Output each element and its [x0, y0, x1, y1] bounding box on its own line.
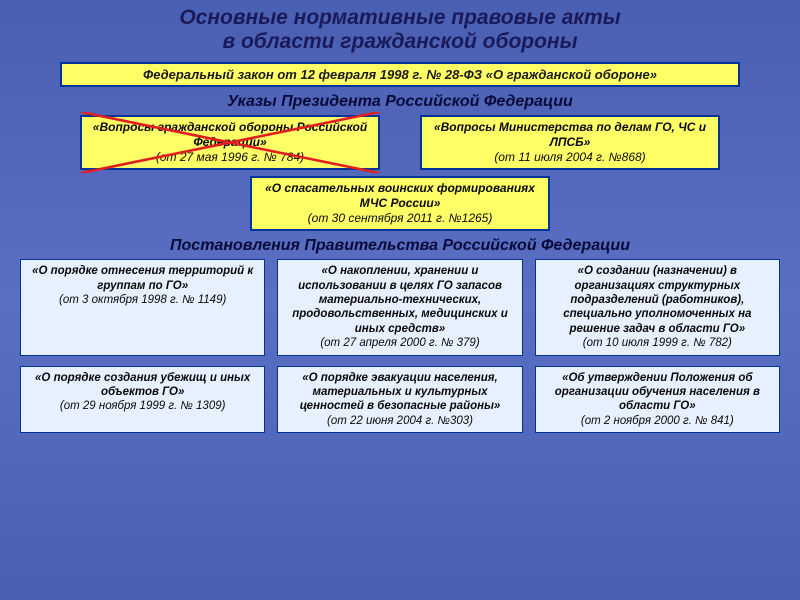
res-5-date: (от 22 июня 2004 г. №303) [284, 414, 515, 428]
res-2-title: «О накоплении, хранении и использовании … [284, 264, 515, 336]
resolution-box-4: «О порядке создания убежищ и иных объект… [20, 366, 265, 434]
resolution-box-5: «О порядке эвакуации населения, материал… [277, 366, 522, 434]
resolution-box-2: «О накоплении, хранении и использовании … [277, 259, 522, 355]
res-5-title: «О порядке эвакуации населения, материал… [284, 371, 515, 414]
decree-1-date: (от 27 мая 1996 г. № 784) [90, 150, 370, 165]
decrees-row-2: «О спасательных воинских формированиях М… [0, 176, 800, 231]
res-1-title: «О порядке отнесения территорий к группа… [27, 264, 258, 293]
resolutions-row-1: «О порядке отнесения территорий к группа… [20, 259, 780, 355]
res-4-title: «О порядке создания убежищ и иных объект… [27, 371, 258, 400]
resolution-box-3: «О создании (назначении) в организациях … [535, 259, 780, 355]
title-line-1: Основные нормативные правовые акты [20, 6, 780, 30]
federal-law-box: Федеральный закон от 12 февраля 1998 г. … [60, 62, 740, 87]
resolution-box-1: «О порядке отнесения территорий к группа… [20, 259, 265, 355]
decree-box-1: «Вопросы гражданской обороны Российской … [80, 115, 380, 170]
res-3-date: (от 10 июля 1999 г. № 782) [542, 336, 773, 350]
res-2-date: (от 27 апреля 2000 г. № 379) [284, 336, 515, 350]
decree-1-title: «Вопросы гражданской обороны Российской … [90, 120, 370, 150]
decree-2-title: «Вопросы Министерства по делам ГО, ЧС и … [430, 120, 710, 150]
res-6-date: (от 2 ноября 2000 г. № 841) [542, 414, 773, 428]
title-line-2: в области гражданской обороны [20, 30, 780, 54]
res-4-date: (от 29 ноября 1999 г. № 1309) [27, 399, 258, 413]
res-3-title: «О создании (назначении) в организациях … [542, 264, 773, 336]
page-title: Основные нормативные правовые акты в обл… [0, 0, 800, 58]
resolutions-title: Постановления Правительства Российской Ф… [0, 237, 800, 255]
federal-law-text: Федеральный закон от 12 февраля 1998 г. … [143, 67, 657, 82]
res-1-date: (от 3 октября 1998 г. № 1149) [27, 293, 258, 307]
decrees-row-1: «Вопросы гражданской обороны Российской … [20, 115, 780, 170]
decree-box-2: «Вопросы Министерства по делам ГО, ЧС и … [420, 115, 720, 170]
decrees-title: Указы Президента Российской Федерации [0, 93, 800, 111]
decree-3-date: (от 30 сентября 2011 г. №1265) [260, 211, 540, 226]
res-6-title: «Об утверждении Положения об организации… [542, 371, 773, 414]
decree-3-title: «О спасательных воинских формированиях М… [260, 181, 540, 211]
decree-2-date: (от 11 июля 2004 г. №868) [430, 150, 710, 165]
decree-box-3: «О спасательных воинских формированиях М… [250, 176, 550, 231]
resolution-box-6: «Об утверждении Положения об организации… [535, 366, 780, 434]
resolutions-row-2: «О порядке создания убежищ и иных объект… [20, 366, 780, 434]
